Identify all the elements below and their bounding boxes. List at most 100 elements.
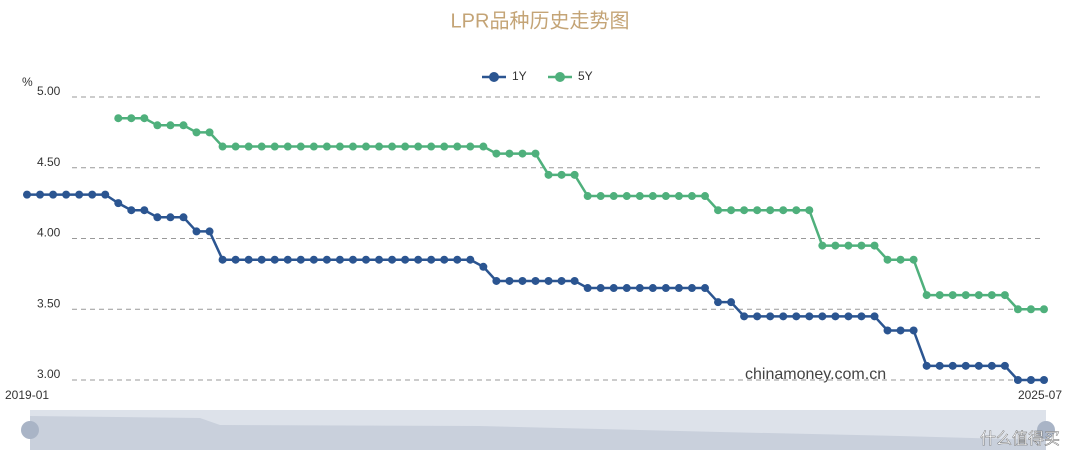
data-point xyxy=(714,206,723,215)
data-point xyxy=(831,312,840,321)
data-point xyxy=(948,361,957,370)
data-point xyxy=(375,142,384,151)
data-point xyxy=(740,312,749,321)
y-axis-label: % xyxy=(22,75,33,89)
series-line xyxy=(27,193,1044,382)
data-point xyxy=(335,142,344,151)
data-point xyxy=(140,206,149,215)
data-point xyxy=(231,142,240,151)
data-point xyxy=(701,284,709,293)
data-point xyxy=(492,149,501,158)
data-point xyxy=(987,361,996,370)
data-point xyxy=(322,255,331,264)
data-point xyxy=(557,276,566,285)
data-point xyxy=(792,312,801,321)
x-tick-label: 2019-01 xyxy=(5,388,49,402)
data-point xyxy=(844,241,853,250)
data-point xyxy=(205,227,214,236)
data-point xyxy=(257,255,266,264)
data-point xyxy=(831,241,840,250)
data-point xyxy=(166,213,175,222)
data-point xyxy=(518,276,527,285)
series-line xyxy=(118,116,1044,311)
data-point xyxy=(505,149,514,158)
data-point xyxy=(127,206,136,215)
data-point xyxy=(244,142,253,151)
data-point xyxy=(362,142,370,151)
watermark: chinamoney.com.cn xyxy=(745,366,886,383)
data-point xyxy=(270,142,279,151)
data-point xyxy=(36,190,45,199)
data-point xyxy=(218,142,227,151)
data-point xyxy=(257,142,266,151)
data-point xyxy=(531,149,540,158)
data-point xyxy=(779,312,788,321)
data-point xyxy=(49,190,58,199)
data-point xyxy=(23,190,31,199)
data-point xyxy=(987,291,996,300)
data-point xyxy=(375,255,384,264)
data-point xyxy=(492,276,501,285)
data-point xyxy=(779,206,788,215)
data-point xyxy=(153,121,162,130)
data-point xyxy=(531,276,540,285)
data-point xyxy=(870,241,879,250)
data-point xyxy=(701,192,709,201)
data-point xyxy=(766,206,775,215)
data-point xyxy=(1026,305,1035,314)
legend-marker xyxy=(555,72,565,82)
data-point xyxy=(1040,376,1048,384)
data-point xyxy=(583,284,592,293)
data-point xyxy=(753,312,762,321)
source-badge: 什么值得买 xyxy=(980,430,1060,448)
data-point xyxy=(348,142,357,151)
data-point xyxy=(909,326,918,335)
data-point xyxy=(922,361,931,370)
data-zoom[interactable] xyxy=(21,410,1055,450)
data-point xyxy=(414,255,423,264)
data-point xyxy=(414,142,423,151)
data-point xyxy=(674,192,683,201)
data-point xyxy=(1000,361,1009,370)
data-point xyxy=(635,192,644,201)
data-point xyxy=(192,227,201,236)
data-point xyxy=(661,284,670,293)
data-point xyxy=(1013,305,1022,314)
zoom-handle-right[interactable] xyxy=(1037,421,1055,439)
data-point xyxy=(622,284,631,293)
data-point xyxy=(75,190,84,199)
data-point xyxy=(961,361,970,370)
data-point xyxy=(335,255,344,264)
data-point xyxy=(596,192,605,201)
data-point xyxy=(805,312,814,321)
data-point xyxy=(857,312,866,321)
data-point xyxy=(179,213,188,222)
data-point xyxy=(935,361,944,370)
data-point xyxy=(883,255,892,264)
data-point xyxy=(583,192,592,201)
data-point xyxy=(557,170,566,179)
data-point xyxy=(1040,305,1048,314)
data-point xyxy=(753,206,762,215)
data-point xyxy=(883,326,892,335)
data-point xyxy=(714,298,723,307)
data-point xyxy=(544,170,553,179)
data-point xyxy=(518,149,527,158)
x-tick-label: 2025-07 xyxy=(1018,388,1062,402)
data-point xyxy=(427,142,436,151)
data-point xyxy=(205,128,214,137)
data-point xyxy=(270,255,279,264)
data-point xyxy=(296,255,305,264)
legend-item: 5Y xyxy=(548,69,593,83)
data-point xyxy=(283,142,292,151)
data-point xyxy=(687,192,696,201)
y-tick-label: 3.50 xyxy=(37,296,61,310)
legend-item: 1Y xyxy=(482,69,527,83)
data-point xyxy=(896,255,905,264)
zoom-handle-left[interactable] xyxy=(21,421,39,439)
data-point xyxy=(309,255,318,264)
data-point xyxy=(1013,376,1022,384)
data-point xyxy=(857,241,866,250)
data-point xyxy=(101,190,110,199)
